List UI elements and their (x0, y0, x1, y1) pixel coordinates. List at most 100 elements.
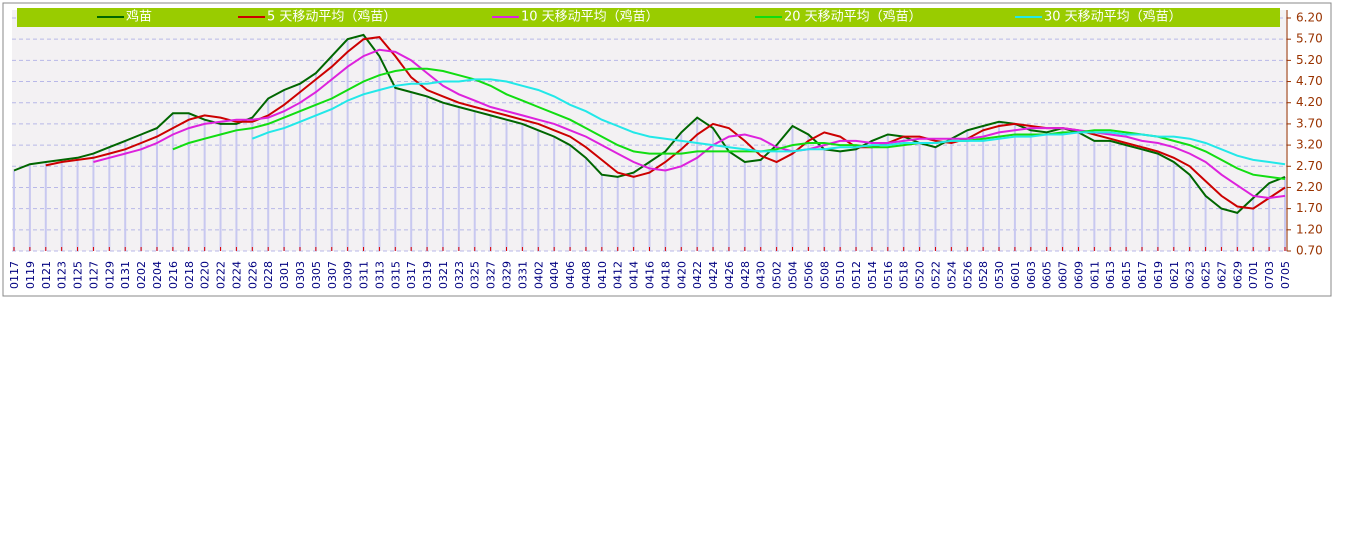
x-tick-label: 0605 (1041, 261, 1054, 289)
x-tick-label: 0601 (1009, 261, 1022, 289)
x-tick-label: 0705 (1279, 261, 1292, 289)
x-tick-label: 0317 (405, 261, 418, 289)
x-tick-label: 0410 (596, 261, 609, 289)
x-tick-label: 0204 (151, 261, 164, 289)
x-tick-label: 0325 (469, 261, 482, 289)
y-tick-label: 1.70 (1296, 201, 1323, 215)
x-tick-label: 0329 (501, 261, 514, 289)
x-tick-label: 0518 (898, 261, 911, 289)
x-tick-label: 0202 (135, 261, 148, 289)
x-tick-label: 0508 (818, 261, 831, 289)
x-tick-label: 0613 (1104, 261, 1117, 289)
x-tick-label: 0224 (230, 261, 243, 289)
x-tick-label: 0516 (882, 261, 895, 289)
legend-label: 10 天移动平均（鸡苗） (521, 9, 659, 25)
x-tick-label: 0621 (1168, 261, 1181, 289)
x-tick-label: 0414 (628, 261, 641, 289)
x-tick-label: 0424 (707, 261, 720, 289)
x-tick-label: 0125 (72, 261, 85, 289)
x-tick-label: 0127 (87, 261, 100, 289)
x-tick-label: 0418 (659, 261, 672, 289)
x-tick-label: 0313 (373, 261, 386, 289)
y-tick-label: 6.20 (1296, 11, 1323, 25)
y-tick-label: 4.20 (1296, 95, 1323, 109)
y-tick-label: 2.20 (1296, 180, 1323, 194)
x-tick-label: 0406 (564, 261, 577, 289)
x-tick-label: 0117 (8, 261, 21, 289)
x-tick-label: 0520 (914, 261, 927, 289)
x-tick-label: 0331 (516, 261, 529, 289)
y-tick-label: 3.20 (1296, 138, 1323, 152)
x-tick-label: 0408 (580, 261, 593, 289)
y-tick-label: 5.70 (1296, 32, 1323, 46)
x-tick-label: 0530 (993, 261, 1006, 289)
x-tick-label: 0323 (453, 261, 466, 289)
x-tick-label: 0625 (1200, 261, 1213, 289)
x-tick-label: 0129 (103, 261, 116, 289)
x-tick-label: 0428 (739, 261, 752, 289)
x-tick-label: 0305 (310, 261, 323, 289)
x-tick-label: 0220 (199, 261, 212, 289)
x-tick-label: 0524 (945, 261, 958, 289)
x-tick-label: 0506 (802, 261, 815, 289)
x-tick-label: 0412 (612, 261, 625, 289)
y-tick-label: 1.20 (1296, 222, 1323, 236)
y-tick-label: 4.70 (1296, 74, 1323, 88)
x-tick-label: 0216 (167, 261, 180, 289)
x-tick-label: 0218 (183, 261, 196, 289)
x-tick-label: 0301 (278, 261, 291, 289)
y-tick-label: 0.70 (1296, 244, 1323, 258)
x-tick-label: 0615 (1120, 261, 1133, 289)
y-tick-label: 5.20 (1296, 53, 1323, 67)
x-tick-label: 0607 (1057, 261, 1070, 289)
y-tick-label: 3.70 (1296, 116, 1323, 130)
x-tick-label: 0603 (1025, 261, 1038, 289)
x-tick-label: 0504 (786, 261, 799, 289)
x-tick-label: 0623 (1184, 261, 1197, 289)
x-tick-label: 0121 (40, 261, 53, 289)
legend-label: 30 天移动平均（鸡苗） (1044, 9, 1182, 25)
x-tick-label: 0315 (389, 261, 402, 289)
legend-label: 20 天移动平均（鸡苗） (784, 9, 922, 25)
legend-bar (17, 8, 1280, 27)
x-tick-label: 0222 (215, 261, 228, 289)
x-tick-label: 0404 (548, 261, 561, 289)
x-tick-label: 0502 (771, 261, 784, 289)
x-tick-label: 0609 (1072, 261, 1085, 289)
legend-label: 5 天移动平均（鸡苗） (267, 9, 396, 25)
x-tick-label: 0131 (119, 261, 132, 289)
x-tick-label: 0226 (246, 261, 259, 289)
x-tick-label: 0321 (437, 261, 450, 289)
x-tick-label: 0526 (961, 261, 974, 289)
x-tick-label: 0528 (977, 261, 990, 289)
x-tick-label: 0611 (1088, 261, 1101, 289)
x-tick-label: 0311 (358, 261, 371, 289)
legend-label: 鸡苗 (126, 9, 152, 25)
y-tick-label: 2.70 (1296, 159, 1323, 173)
x-tick-label: 0307 (326, 261, 339, 289)
series-line (13, 33, 1286, 215)
x-tick-label: 0319 (421, 261, 434, 289)
x-tick-label: 0522 (929, 261, 942, 289)
x-tick-label: 0701 (1247, 261, 1260, 289)
x-tick-label: 0619 (1152, 261, 1165, 289)
x-tick-label: 0402 (532, 261, 545, 289)
x-tick-label: 0703 (1263, 261, 1276, 289)
series-line (172, 67, 1286, 180)
x-tick-label: 0510 (834, 261, 847, 289)
x-tick-label: 0512 (850, 261, 863, 289)
x-tick-label: 0119 (24, 261, 37, 289)
x-tick-label: 0327 (485, 261, 498, 289)
x-tick-label: 0309 (342, 261, 355, 289)
series-line (251, 78, 1286, 166)
x-tick-label: 0123 (56, 261, 69, 289)
x-tick-label: 0430 (755, 261, 768, 289)
x-tick-label: 0422 (691, 261, 704, 289)
x-tick-label: 0420 (675, 261, 688, 289)
x-tick-label: 0426 (723, 261, 736, 289)
x-tick-label: 0416 (644, 261, 657, 289)
x-tick-label: 0228 (262, 261, 275, 289)
x-tick-label: 0629 (1231, 261, 1244, 289)
x-tick-label: 0617 (1136, 261, 1149, 289)
